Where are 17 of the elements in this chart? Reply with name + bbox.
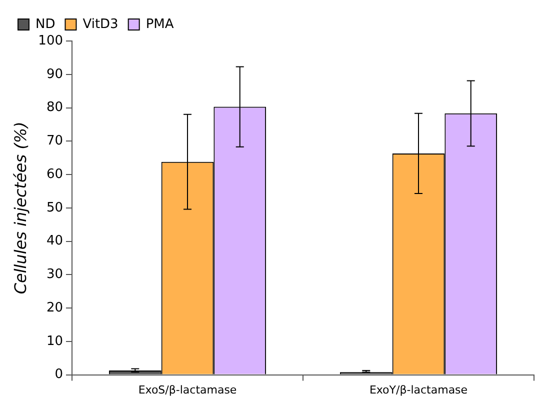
x-tick-label: ExoY/β-lactamase (369, 383, 468, 396)
y-tick-label: 0 (54, 367, 64, 382)
x-tick-label: ExoS/β-lactamase (138, 383, 237, 396)
y-axis-title: Cellules injectées (%) (10, 122, 30, 294)
y-tick-label: 90 (46, 66, 64, 82)
legend-label: ND (36, 16, 56, 32)
legend-label: PMA (146, 16, 174, 32)
legend-label: VitD3 (82, 16, 118, 32)
y-tick-label: 50 (46, 200, 64, 216)
y-tick-label: 100 (38, 33, 64, 48)
y-tick-label: 20 (46, 300, 64, 316)
y-tick-label: 60 (46, 166, 64, 182)
y-tick-label: 40 (46, 234, 64, 249)
y-tick-label: 10 (46, 334, 64, 349)
y-tick-label: 70 (46, 134, 64, 149)
y-tick-label: 80 (46, 100, 64, 116)
y-tick-label: 30 (46, 267, 64, 282)
